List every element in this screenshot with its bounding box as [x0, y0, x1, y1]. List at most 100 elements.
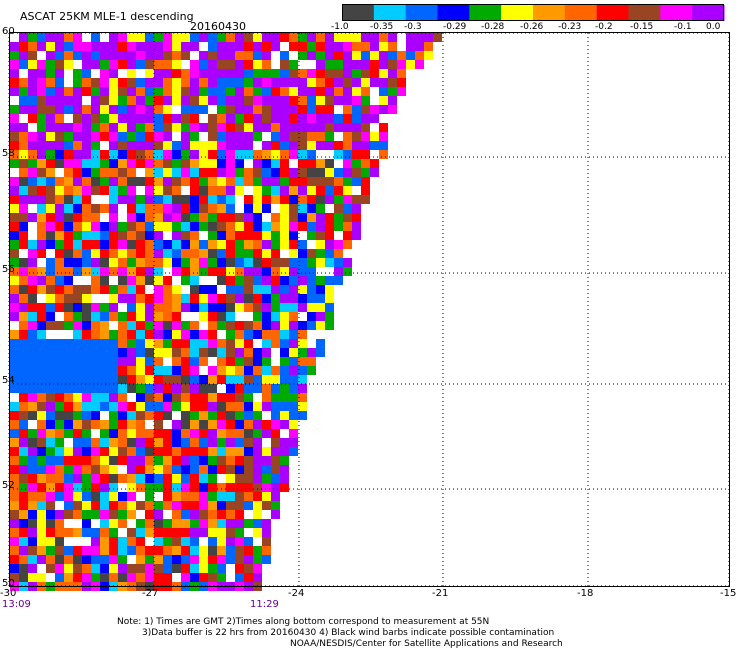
swath-cell [190, 528, 199, 537]
swath-cell [118, 564, 127, 573]
swath-cell [226, 60, 235, 69]
swath-cell [163, 357, 172, 366]
swath-cell [217, 51, 226, 60]
swath-cell [208, 186, 217, 195]
swath-cell [145, 78, 154, 87]
swath-cell [46, 402, 55, 411]
swath-cell [217, 483, 226, 492]
swath-cell [100, 114, 109, 123]
swath-cell [154, 87, 163, 96]
swath-cell [217, 465, 226, 474]
swath-cell [163, 177, 172, 186]
swath-cell [10, 312, 19, 321]
swath-cell [370, 114, 379, 123]
swath-cell [253, 258, 262, 267]
swath-cell [280, 51, 289, 60]
swath-cell [37, 411, 46, 420]
colorbar-label: -0.15 [630, 22, 654, 32]
swath-cell [127, 492, 136, 501]
swath-cell [163, 96, 172, 105]
product-date: 20160430 [190, 20, 246, 33]
swath-cell [118, 348, 127, 357]
swath-cell [190, 78, 199, 87]
swath-cell [226, 159, 235, 168]
swath-cell [127, 348, 136, 357]
swath-cell [415, 60, 424, 69]
swath-cell [19, 213, 28, 222]
swath-cell [271, 141, 280, 150]
swath-cell [55, 96, 64, 105]
swath-cell [190, 438, 199, 447]
swath-cell [307, 96, 316, 105]
swath-cell [28, 204, 37, 213]
swath-cell [109, 123, 118, 132]
swath-cell [271, 87, 280, 96]
swath-cell [253, 96, 262, 105]
swath-cell [181, 537, 190, 546]
swath-cell [289, 150, 298, 159]
swath-cell [19, 519, 28, 528]
swath-cell [235, 375, 244, 384]
lon-label: -24 [288, 588, 305, 599]
swath-cell [10, 123, 19, 132]
swath-cell [217, 564, 226, 573]
swath-cell [262, 132, 271, 141]
swath-cell [208, 267, 217, 276]
swath-cell [271, 114, 280, 123]
swath-cell [100, 87, 109, 96]
swath-cell [19, 492, 28, 501]
swath-cell [145, 492, 154, 501]
colorbar-swatch [533, 5, 566, 21]
swath-cell [64, 555, 73, 564]
swath-cell [316, 348, 325, 357]
swath-cell [307, 195, 316, 204]
swath-cell [10, 168, 19, 177]
swath-cell [307, 141, 316, 150]
swath-cell [19, 456, 28, 465]
swath-cell [109, 321, 118, 330]
swath-cell [307, 78, 316, 87]
swath-cell [19, 33, 28, 42]
map-frame [9, 32, 730, 587]
swath-cell [172, 132, 181, 141]
swath-cell [298, 123, 307, 132]
swath-cell [55, 42, 64, 51]
swath-cell [199, 294, 208, 303]
swath-cell [217, 96, 226, 105]
swath-cell [100, 483, 109, 492]
swath-cell [28, 123, 37, 132]
swath-cell [91, 60, 100, 69]
swath-cell [118, 573, 127, 582]
swath-cell [109, 330, 118, 339]
swath-cell [73, 555, 82, 564]
swath-cell [244, 150, 253, 159]
swath-cell [64, 195, 73, 204]
swath-cell [109, 465, 118, 474]
swath-cell [127, 285, 136, 294]
swath-cell [91, 510, 100, 519]
swath-cell [397, 87, 406, 96]
swath-cell [406, 42, 415, 51]
swath-cell [316, 78, 325, 87]
swath-cell [136, 33, 145, 42]
swath-cell [64, 501, 73, 510]
swath-cell [208, 357, 217, 366]
swath-cell [235, 204, 244, 213]
swath-cell [172, 186, 181, 195]
swath-cell [289, 168, 298, 177]
swath-cell [181, 294, 190, 303]
swath-cell [136, 447, 145, 456]
swath-cell [64, 42, 73, 51]
swath-cell [208, 195, 217, 204]
swath-cell [145, 339, 154, 348]
swath-cell [10, 267, 19, 276]
swath-cell [163, 249, 172, 258]
swath-cell [37, 267, 46, 276]
swath-cell [289, 447, 298, 456]
swath-cell [145, 213, 154, 222]
swath-cell [289, 240, 298, 249]
swath-cell [28, 384, 37, 393]
swath-cell [118, 168, 127, 177]
swath-cell [262, 60, 271, 69]
swath-cell [289, 87, 298, 96]
